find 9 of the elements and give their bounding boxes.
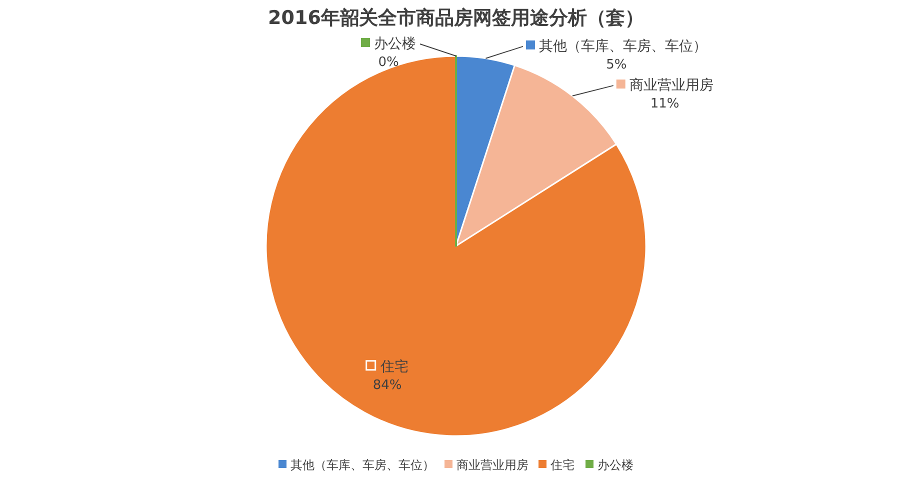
- legend-label: 其他（车库、车房、车位）: [538, 38, 707, 54]
- data-label: 11%: [650, 96, 680, 112]
- title: 2016年韶关全市商品房网签用途分析（套）: [268, 7, 644, 29]
- legend-label: 办公楼: [598, 458, 634, 472]
- legend: 其他（车库、车房、车位） 商业营业用房 住宅 办公楼: [278, 458, 634, 472]
- legend-label: 商业营业用房: [629, 78, 714, 94]
- data-label: 84%: [372, 378, 402, 393]
- legend-label: 住宅: [379, 358, 408, 375]
- data-label: 5%: [606, 57, 627, 72]
